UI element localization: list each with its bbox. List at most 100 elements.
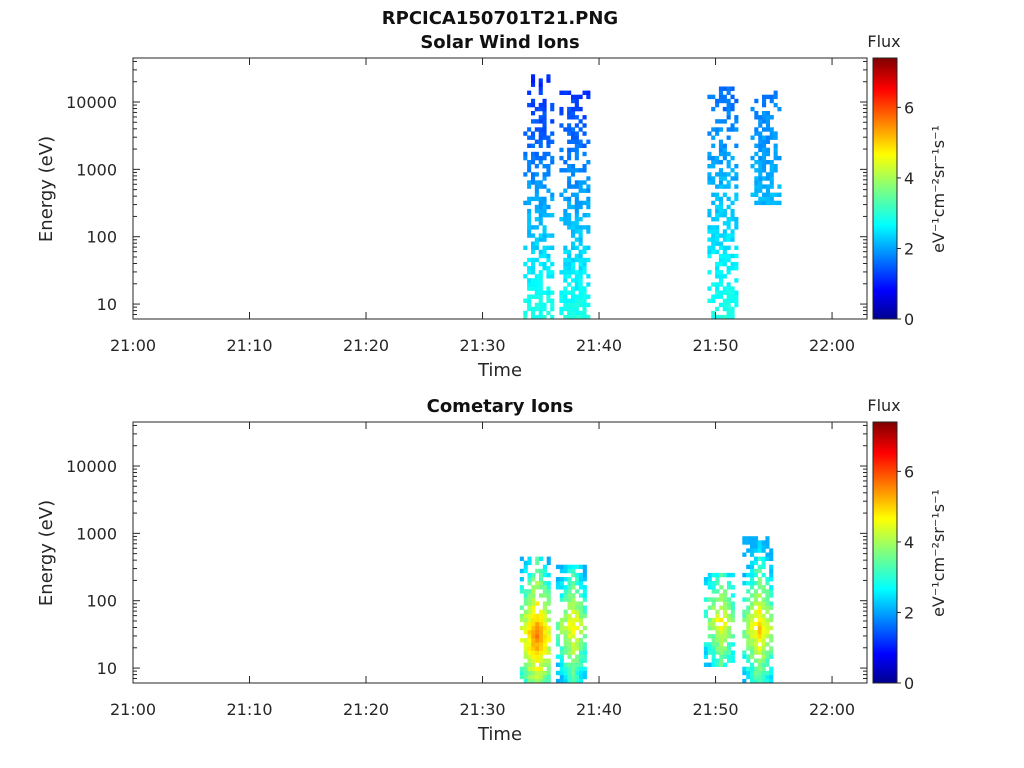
heatmap-cell xyxy=(571,298,576,303)
heatmap-cell xyxy=(559,168,564,173)
heatmap-cell xyxy=(542,678,547,684)
heatmap-cell xyxy=(761,670,766,676)
heatmap-cell xyxy=(563,564,568,570)
heatmap-cell xyxy=(762,200,767,206)
heatmap-cell xyxy=(730,237,735,242)
heatmap-cell xyxy=(762,192,767,197)
heatmap-cell xyxy=(769,184,774,189)
heatmap-cell xyxy=(539,621,544,627)
heatmap-cell xyxy=(535,585,540,590)
heatmap-cell xyxy=(578,294,583,299)
heatmap-cell xyxy=(582,650,587,655)
heatmap-cell xyxy=(546,294,551,299)
heatmap-cell xyxy=(711,638,716,643)
heatmap-cell xyxy=(586,257,591,263)
heatmap-cells-solar-wind xyxy=(523,74,782,320)
heatmap-cell xyxy=(571,94,576,100)
heatmap-cell xyxy=(730,229,735,234)
heatmap-cell xyxy=(542,208,547,214)
heatmap-cell xyxy=(773,131,778,136)
heatmap-cell xyxy=(531,642,536,647)
heatmap-cell xyxy=(531,572,536,578)
heatmap-cell xyxy=(531,131,536,136)
heatmap-cell xyxy=(542,650,547,655)
heatmap-cell xyxy=(730,310,735,316)
heatmap-cell xyxy=(531,102,536,108)
heatmap-cell xyxy=(571,233,576,238)
heatmap-cell xyxy=(538,115,543,120)
heatmap-cell xyxy=(542,106,547,112)
heatmap-cell xyxy=(574,314,579,320)
heatmap-cell xyxy=(523,172,528,177)
heatmap-cell xyxy=(753,642,758,647)
heatmap-cell xyxy=(750,572,755,578)
heatmap-cell xyxy=(715,119,720,124)
heatmap-cell xyxy=(550,233,555,238)
heatmap-cell xyxy=(574,204,579,210)
heatmap-cell xyxy=(542,589,547,594)
heatmap-cell xyxy=(750,630,755,635)
heatmap-cell xyxy=(542,646,547,651)
heatmap-cell xyxy=(727,597,732,602)
heatmap-cell xyxy=(726,294,731,299)
heatmap-cell xyxy=(715,249,720,255)
heatmap-cell xyxy=(769,568,774,574)
heatmap-cell xyxy=(769,674,774,680)
heatmap-cell xyxy=(567,249,572,255)
heatmap-cell xyxy=(578,314,583,320)
heatmap-cell xyxy=(711,200,716,206)
heatmap-cell xyxy=(722,184,727,189)
heatmap-cell xyxy=(757,646,762,651)
heatmap-cell xyxy=(707,270,712,275)
heatmap-cell xyxy=(754,188,759,193)
x-axis-label-solar-wind: Time xyxy=(477,360,522,381)
heatmap-cell xyxy=(538,310,543,316)
heatmap-cell xyxy=(542,123,547,128)
heatmap-cell xyxy=(750,601,755,606)
heatmap-cell xyxy=(519,585,524,590)
heatmap-cell xyxy=(542,115,547,120)
heatmap-cell xyxy=(765,605,770,610)
heatmap-cell xyxy=(722,290,727,295)
heatmap-cell xyxy=(769,605,774,610)
heatmap-cell xyxy=(582,306,587,312)
heatmap-cell xyxy=(567,204,572,210)
heatmap-cell xyxy=(534,217,539,222)
heatmap-cell xyxy=(538,298,543,303)
heatmap-cell xyxy=(567,127,572,132)
heatmap-cell xyxy=(546,589,551,594)
heatmap-cell xyxy=(582,115,587,120)
heatmap-cell xyxy=(750,548,755,553)
heatmap-cell xyxy=(734,115,739,120)
heatmap-cell xyxy=(758,180,763,185)
heatmap-cell xyxy=(718,274,723,279)
heatmap-cell xyxy=(754,180,759,185)
heatmap-cell xyxy=(757,625,762,631)
heatmap-cell xyxy=(559,123,564,128)
heatmap-cell xyxy=(750,560,755,566)
heatmap-cell xyxy=(539,572,544,578)
heatmap-cell xyxy=(707,229,712,234)
heatmap-cell xyxy=(555,621,560,627)
heatmap-cell xyxy=(579,605,584,610)
heatmap-cell xyxy=(527,196,532,202)
heatmap-cell xyxy=(715,261,720,267)
heatmap-cell xyxy=(769,593,774,598)
heatmap-cell xyxy=(567,261,572,267)
heatmap-cell xyxy=(758,139,763,144)
heatmap-cell xyxy=(750,568,755,574)
heatmap-cell xyxy=(563,597,568,602)
heatmap-cell xyxy=(567,213,572,218)
heatmap-cell xyxy=(571,147,576,153)
heatmap-cell xyxy=(546,658,551,663)
heatmap-cell xyxy=(527,674,532,680)
heatmap-cell xyxy=(765,634,770,639)
heatmap-cell xyxy=(538,78,543,83)
heatmap-cell xyxy=(538,143,543,148)
heatmap-cell xyxy=(746,625,751,631)
heatmap-cell xyxy=(531,613,536,619)
heatmap-cell xyxy=(535,581,540,586)
heatmap-cell xyxy=(519,556,524,561)
